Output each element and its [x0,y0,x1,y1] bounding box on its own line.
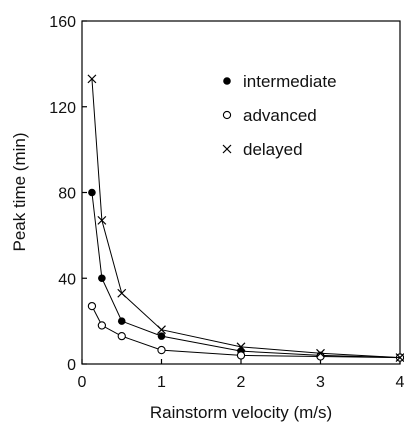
legend-label-intermediate: intermediate [243,72,337,91]
data-point-intermediate [88,188,96,197]
y-tick-label: 160 [49,14,76,31]
plot-frame [81,20,401,365]
legend-marker-advanced [222,110,232,120]
data-point-intermediate [117,317,126,325]
x-tick-label: 3 [316,374,325,391]
legend-marker-delayed [222,144,232,154]
data-point-advanced [236,351,246,360]
data-point-delayed [316,348,325,358]
legend-item-delayed: delayed [222,140,303,159]
x-axis-title: Rainstorm velocity (m/s) [150,403,332,422]
data-point-delayed [395,353,404,362]
legend-label-delayed: delayed [243,140,303,159]
y-axis-ticks: 0 40 80 120 160 [49,14,87,374]
y-axis-title: Peak time (min) [10,132,29,251]
data-point-advanced [157,345,166,355]
legend-marker-intermediate [223,77,231,85]
x-tick-label: 0 [78,374,87,391]
data-point-advanced [117,331,126,341]
legend-label-advanced: advanced [243,106,317,125]
data-point-advanced [97,321,107,330]
x-tick-label: 2 [237,374,246,391]
series-intermediate [88,188,404,362]
y-tick-label: 0 [67,357,76,374]
data-point-delayed [236,342,246,352]
series-advanced [87,301,404,362]
x-tick-label: 1 [157,374,166,391]
x-tick-label: 4 [396,374,404,391]
legend-item-advanced: advanced [222,106,317,125]
data-point-delayed [157,325,166,335]
series-delayed [87,74,404,362]
data-point-delayed [97,215,107,225]
data-point-delayed [87,74,97,84]
y-tick-label: 120 [49,100,76,117]
legend: intermediate advanced delayed [222,72,337,159]
legend-item-intermediate: intermediate [223,72,337,91]
data-point-intermediate [98,274,106,283]
data-point-advanced [87,301,97,311]
y-tick-label: 40 [58,271,76,288]
y-tick-label: 80 [58,186,76,203]
series-line-advanced [91,305,401,359]
series-line-intermediate [91,192,401,359]
series-layer [87,74,404,362]
data-point-delayed [117,288,127,298]
data-point-intermediate [157,332,166,340]
